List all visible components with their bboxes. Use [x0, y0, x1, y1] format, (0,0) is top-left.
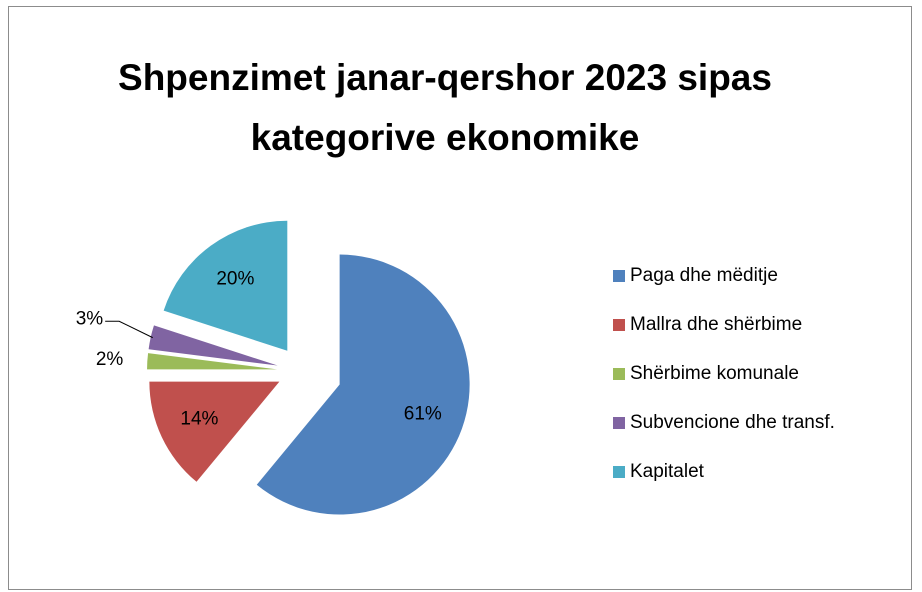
- leader-line: [105, 320, 153, 339]
- legend-swatch: [613, 270, 625, 282]
- legend-label: Paga dhe mëditje: [630, 265, 778, 286]
- chart-frame: [8, 6, 912, 590]
- data-label: 61%: [404, 404, 442, 425]
- data-label: 20%: [216, 268, 254, 289]
- legend-swatch: [613, 368, 625, 380]
- chart-title: Shpenzimet janar-qershor 2023 sipas kate…: [118, 57, 772, 158]
- legend-swatch: [613, 319, 625, 331]
- pie-slice: [163, 220, 288, 351]
- pie-slice: [149, 381, 280, 482]
- pie-slice: [256, 254, 470, 515]
- legend-label: Kapitalet: [630, 461, 705, 482]
- data-label: 3%: [76, 308, 104, 329]
- legend-label: Shërbime komunale: [630, 363, 799, 384]
- pie-slice: [147, 353, 278, 370]
- legend-label: Subvencione dhe transf.: [630, 412, 835, 433]
- legend-label: Mallra dhe shërbime: [630, 314, 802, 335]
- pie-slice: [148, 325, 278, 366]
- data-label: 14%: [180, 408, 218, 429]
- data-label: 2%: [96, 349, 124, 370]
- legend-swatch: [613, 466, 625, 478]
- legend-swatch: [613, 417, 625, 429]
